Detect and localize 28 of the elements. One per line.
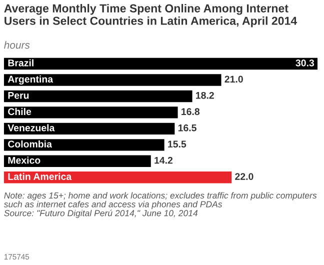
bar (4, 172, 232, 184)
bar (4, 122, 175, 135)
bar (4, 106, 178, 118)
chart-title: Average Monthly Time Spent Online Among Internet Users in Select Countries in Latin America, April 2014 (4, 4, 298, 28)
text: Note: ages 15+; home and work locations; excludes traffic from public computers such as internet cafes and access via phones and PDAs (4, 192, 317, 210)
data-label: 30.3 (296, 59, 314, 66)
data-label: 22.0 (235, 173, 254, 180)
bar (4, 155, 151, 167)
y-tick-label: Colombia (8, 140, 52, 148)
data-label: 16.8 (182, 108, 200, 116)
data-label: 15.5 (168, 140, 186, 148)
data-label: 21.0 (224, 76, 243, 83)
y-tick-label: Latin America (8, 172, 72, 180)
bar (4, 90, 192, 102)
y-tick-label: Brazil (8, 59, 34, 66)
y-tick-label: Mexico (8, 156, 40, 164)
bar (4, 74, 222, 86)
y-tick-label: Chile (8, 108, 32, 116)
y-tick-label: Venezuela (8, 124, 55, 132)
source-note: Source: "Futuro Digital Perú 2014," June 10, 2014 (4, 210, 198, 218)
data-label: 14.2 (154, 156, 173, 164)
bar (4, 58, 318, 70)
data-label: 16.5 (178, 124, 196, 132)
bar (4, 139, 164, 151)
y-tick-label: Peru (8, 92, 29, 99)
data-label: 18.2 (196, 92, 214, 99)
y-tick-label: Argentina (8, 75, 54, 85)
chart-subtitle: hours (4, 41, 30, 49)
